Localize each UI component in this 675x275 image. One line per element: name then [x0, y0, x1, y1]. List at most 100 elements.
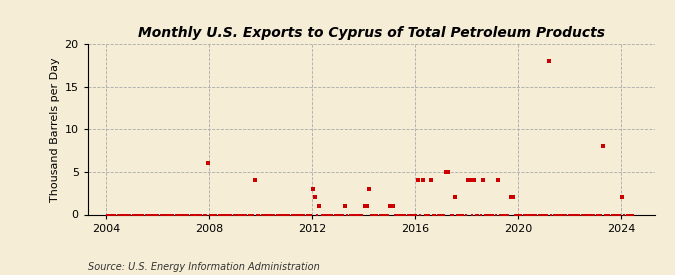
Point: [286, 212, 297, 217]
Point: [479, 212, 490, 217]
Point: [230, 212, 241, 217]
Point: [245, 212, 256, 217]
Point: [466, 212, 477, 217]
Point: [464, 178, 475, 183]
Point: [486, 212, 497, 217]
Point: [471, 212, 482, 217]
Point: [329, 212, 340, 217]
Point: [166, 212, 177, 217]
Point: [256, 212, 267, 217]
Point: [188, 212, 198, 217]
Point: [114, 212, 125, 217]
Point: [522, 212, 533, 217]
Point: [142, 212, 153, 217]
Point: [617, 195, 628, 200]
Point: [151, 212, 161, 217]
Point: [134, 212, 144, 217]
Point: [389, 212, 400, 217]
Point: [148, 212, 159, 217]
Point: [374, 212, 385, 217]
Point: [366, 212, 377, 217]
Point: [512, 212, 522, 217]
Point: [421, 212, 432, 217]
Point: [303, 212, 314, 217]
Point: [130, 212, 140, 217]
Point: [593, 212, 604, 217]
Point: [211, 212, 222, 217]
Point: [499, 212, 510, 217]
Point: [400, 212, 411, 217]
Point: [254, 212, 265, 217]
Point: [297, 212, 308, 217]
Point: [477, 178, 488, 183]
Point: [441, 170, 452, 174]
Point: [445, 212, 456, 217]
Point: [219, 212, 230, 217]
Point: [314, 204, 325, 208]
Point: [454, 212, 464, 217]
Point: [123, 212, 134, 217]
Point: [524, 212, 535, 217]
Point: [508, 195, 518, 200]
Point: [181, 212, 192, 217]
Point: [450, 195, 460, 200]
Point: [606, 212, 617, 217]
Point: [424, 212, 435, 217]
Point: [346, 212, 357, 217]
Point: [157, 212, 168, 217]
Point: [209, 212, 219, 217]
Point: [568, 212, 578, 217]
Point: [434, 212, 445, 217]
Point: [155, 212, 166, 217]
Point: [202, 161, 213, 166]
Point: [263, 212, 273, 217]
Point: [213, 212, 224, 217]
Point: [544, 59, 555, 63]
Point: [121, 212, 132, 217]
Point: [146, 212, 157, 217]
Point: [290, 212, 301, 217]
Point: [468, 178, 479, 183]
Point: [252, 212, 263, 217]
Point: [370, 212, 381, 217]
Point: [585, 212, 595, 217]
Point: [372, 212, 383, 217]
Point: [583, 212, 593, 217]
Point: [490, 212, 501, 217]
Point: [138, 212, 148, 217]
Point: [353, 212, 364, 217]
Point: [342, 212, 353, 217]
Point: [301, 212, 312, 217]
Point: [179, 212, 190, 217]
Point: [132, 212, 142, 217]
Point: [168, 212, 179, 217]
Point: [542, 212, 553, 217]
Point: [574, 212, 585, 217]
Point: [415, 212, 426, 217]
Point: [406, 212, 417, 217]
Y-axis label: Thousand Barrels per Day: Thousand Barrels per Day: [51, 57, 61, 202]
Text: Source: U.S. Energy Information Administration: Source: U.S. Energy Information Administ…: [88, 262, 319, 272]
Point: [462, 178, 473, 183]
Point: [563, 212, 574, 217]
Point: [161, 212, 172, 217]
Point: [387, 204, 398, 208]
Point: [170, 212, 181, 217]
Point: [177, 212, 188, 217]
Point: [284, 212, 295, 217]
Point: [243, 212, 254, 217]
Point: [599, 212, 610, 217]
Point: [196, 212, 207, 217]
Point: [237, 212, 248, 217]
Point: [331, 212, 342, 217]
Point: [430, 212, 441, 217]
Point: [200, 212, 211, 217]
Point: [241, 212, 252, 217]
Point: [359, 204, 370, 208]
Point: [529, 212, 539, 217]
Point: [310, 195, 321, 200]
Point: [226, 212, 237, 217]
Point: [363, 187, 374, 191]
Point: [128, 212, 138, 217]
Point: [439, 212, 450, 217]
